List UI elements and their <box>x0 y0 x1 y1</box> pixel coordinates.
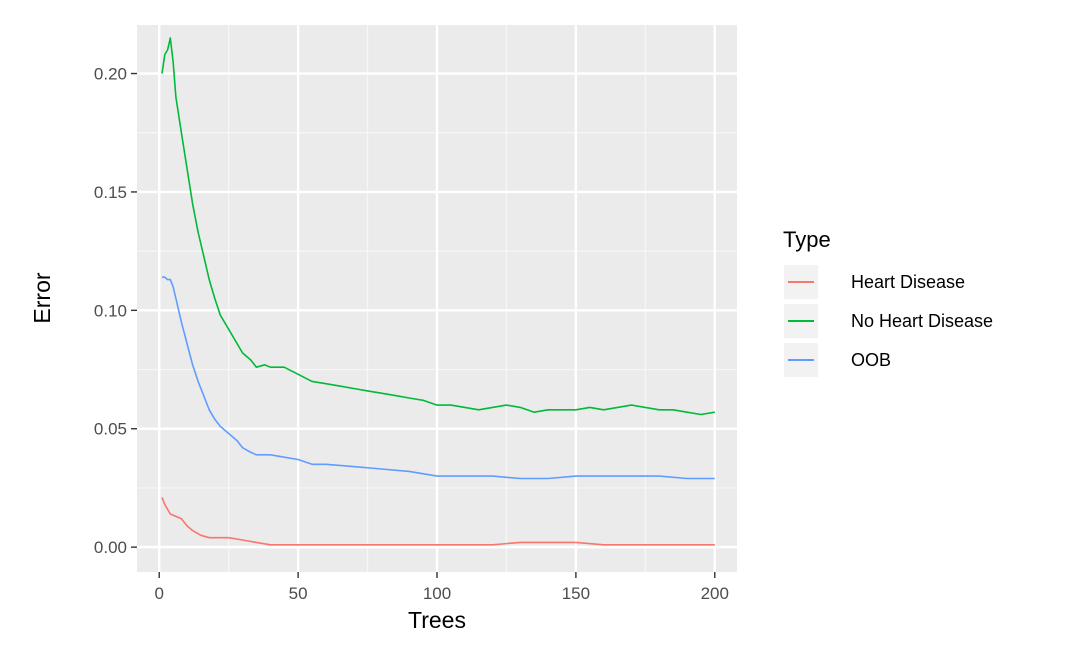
y-tick-label: 0.10 <box>94 301 127 320</box>
major-gridlines <box>137 25 737 572</box>
y-tick-label: 0.00 <box>94 538 127 557</box>
legend-items: Heart Disease No Heart Disease OOB <box>784 265 993 377</box>
legend-label: Heart Disease <box>851 272 965 292</box>
series-lines <box>161 37 715 546</box>
series-line-oob <box>162 276 715 480</box>
legend-item-heart-disease: Heart Disease <box>784 265 965 299</box>
y-axis-title: Error <box>29 272 55 323</box>
x-tick-label: 100 <box>423 584 451 603</box>
x-tick-label: 150 <box>562 584 590 603</box>
legend-title: Type <box>783 227 831 252</box>
legend-label: OOB <box>851 350 891 370</box>
x-tick-label: 200 <box>701 584 729 603</box>
legend: Type Heart Disease No Heart Disease OOB <box>783 227 993 377</box>
legend-label: No Heart Disease <box>851 311 993 331</box>
x-tick-label: 50 <box>289 584 308 603</box>
legend-item-no-heart-disease: No Heart Disease <box>784 304 993 338</box>
series-line-no-heart-disease <box>161 37 715 416</box>
y-tick-label: 0.05 <box>94 420 127 439</box>
y-axis: 0.00 0.05 0.10 0.15 0.20 <box>94 65 137 557</box>
x-axis-title: Trees <box>408 607 466 633</box>
x-axis: 0 50 100 150 200 <box>154 572 729 603</box>
y-tick-label: 0.15 <box>94 183 127 202</box>
legend-item-oob: OOB <box>784 343 891 377</box>
x-tick-label: 0 <box>154 584 163 603</box>
series-line-heart-disease <box>161 497 715 546</box>
y-tick-label: 0.20 <box>94 65 127 84</box>
